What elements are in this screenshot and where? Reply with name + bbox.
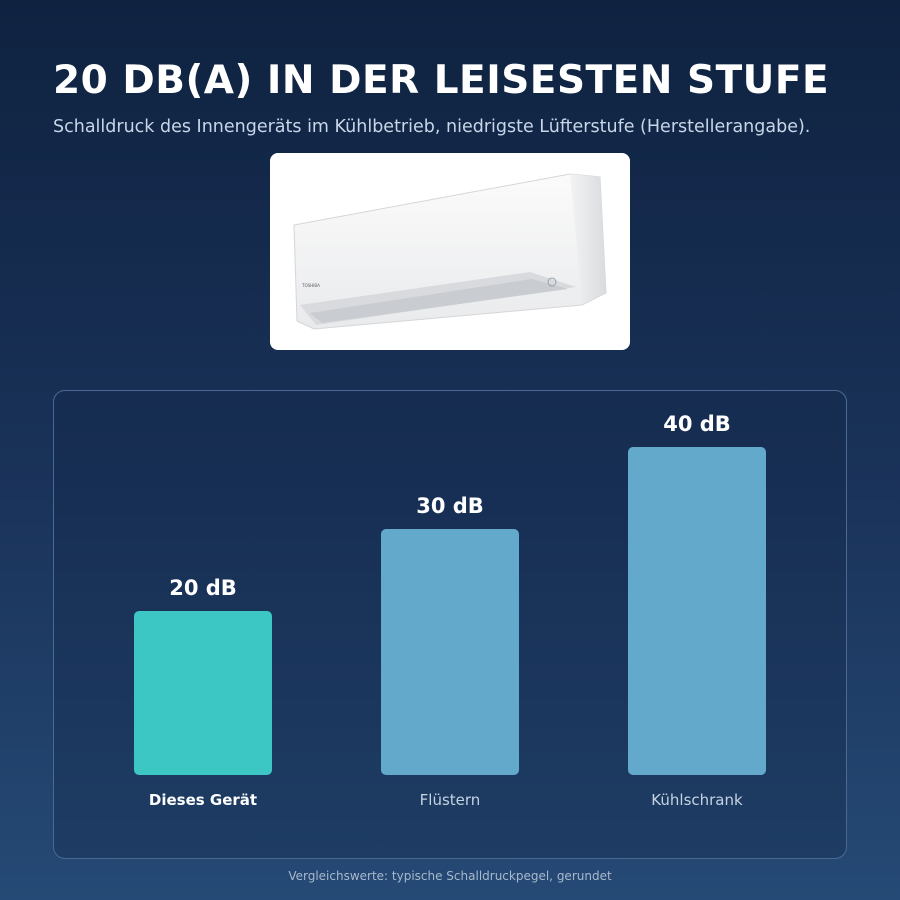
brand-logo: TOSHIBA xyxy=(301,283,320,288)
bar-2 xyxy=(381,529,519,775)
category-label-2: Flüstern xyxy=(420,791,481,809)
footnote: Vergleichswerte: typische Schalldruckpeg… xyxy=(288,869,612,883)
product-image-card: TOSHIBA xyxy=(270,153,630,350)
page-subtitle: Schalldruck des Innengeräts im Kühlbetri… xyxy=(53,117,811,137)
page-title: 20 DB(A) IN DER LEISESTEN STUFE xyxy=(53,58,830,103)
air-conditioner-icon: TOSHIBA xyxy=(293,173,607,330)
chart-panel: 20 dB Dieses Gerät 30 dB Flüstern 40 dB Kühls… xyxy=(53,390,847,859)
bar-3 xyxy=(628,447,766,775)
value-label-3: 40 dB xyxy=(663,412,731,436)
value-label-2: 30 dB xyxy=(416,494,484,518)
value-label-1: 20 dB xyxy=(169,576,237,600)
bar-chart: 20 dB Dieses Gerät 30 dB Flüstern 40 dB Kühls… xyxy=(134,412,766,809)
category-label-1: Dieses Gerät xyxy=(149,791,257,809)
bar-1 xyxy=(134,611,272,775)
category-label-3: Kühlschrank xyxy=(651,791,743,809)
